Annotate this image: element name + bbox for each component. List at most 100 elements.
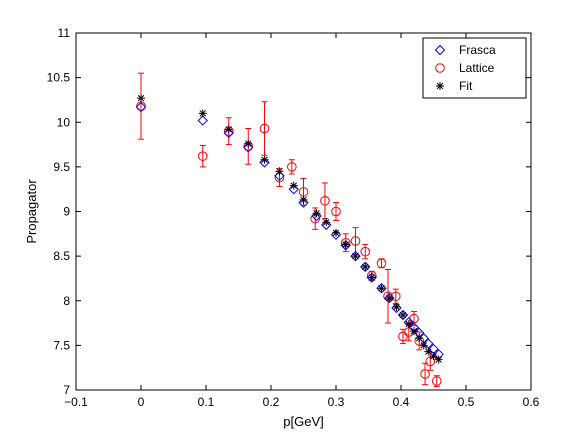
data-point-lattice xyxy=(376,258,387,269)
x-axis-label: p[GeV] xyxy=(283,414,323,429)
error-bar-lattice xyxy=(199,144,206,168)
asterisk-stroke xyxy=(290,182,298,189)
data-point-frasca xyxy=(274,170,285,182)
y-axis-label: Propagator xyxy=(24,179,39,244)
data-point-frasca xyxy=(223,127,234,139)
data-point-fit xyxy=(424,347,433,356)
data-point-fit xyxy=(434,355,443,364)
asterisk-stroke xyxy=(378,285,385,292)
x-tick-label: 0.3 xyxy=(328,395,345,409)
data-point-lattice xyxy=(331,206,341,217)
data-point-lattice xyxy=(320,195,330,206)
data-point-lattice xyxy=(420,369,430,379)
asterisk-stroke xyxy=(368,274,376,281)
series-fit xyxy=(137,94,443,364)
data-point-fit xyxy=(312,209,321,218)
asterisk-stroke xyxy=(393,303,400,311)
asterisk-stroke xyxy=(225,126,233,133)
y-tick-label: 10 xyxy=(57,115,71,129)
data-point-frasca xyxy=(340,240,351,251)
asterisk-stroke xyxy=(332,229,340,237)
legend-entry-lattice: Lattice xyxy=(435,61,495,75)
data-point-frasca xyxy=(397,309,409,321)
error-bar-lattice xyxy=(422,362,429,386)
legend-marker-lattice xyxy=(435,63,445,73)
legend-marker-frasca xyxy=(434,44,446,56)
data-point-fit xyxy=(322,218,331,227)
asterisk-stroke xyxy=(352,252,359,260)
legend-marker-symbol xyxy=(436,82,444,90)
data-point-frasca xyxy=(366,272,377,283)
data-point-fit xyxy=(361,262,370,271)
data-point-frasca xyxy=(321,219,332,231)
x-tick-label: 0.4 xyxy=(393,395,410,409)
data-point-frasca xyxy=(376,283,387,294)
plot-area xyxy=(135,72,444,387)
asterisk-stroke xyxy=(405,320,413,328)
data-point-fit xyxy=(351,252,360,261)
data-point-frasca xyxy=(288,183,299,195)
asterisk-stroke xyxy=(420,342,428,349)
asterisk-stroke xyxy=(137,94,145,102)
y-tick-label: 7 xyxy=(63,383,70,397)
legend-marker-symbol xyxy=(434,44,446,56)
x-tick-label: 0 xyxy=(138,395,145,409)
asterisk-stroke xyxy=(430,352,437,360)
data-point-frasca xyxy=(384,292,395,304)
legend: Frasca Lattice Fit xyxy=(422,37,527,99)
x-tick-label: 0.5 xyxy=(458,395,475,409)
data-point-frasca xyxy=(311,210,322,222)
data-point-lattice xyxy=(287,162,297,172)
asterisk-stroke xyxy=(415,334,423,342)
y-tick-label: 11 xyxy=(58,26,71,40)
y-tick-label: 7.5 xyxy=(53,338,70,352)
data-point-fit xyxy=(275,167,284,176)
data-point-fit xyxy=(289,181,298,190)
asterisk-stroke xyxy=(276,168,283,175)
asterisk-stroke xyxy=(261,156,268,163)
asterisk-stroke xyxy=(386,294,393,302)
data-point-frasca xyxy=(298,197,309,208)
data-point-fit xyxy=(137,94,145,103)
error-bar-lattice xyxy=(261,101,268,156)
asterisk-stroke xyxy=(399,311,407,319)
data-point-fit xyxy=(385,294,394,303)
error-bar-lattice xyxy=(138,72,144,140)
data-point-fit xyxy=(260,155,269,164)
data-point-fit xyxy=(392,302,401,311)
error-bar-lattice xyxy=(333,202,339,221)
x-tick-label: 0.2 xyxy=(263,395,280,409)
legend-label-fit: Fit xyxy=(459,79,473,93)
data-point-fit xyxy=(332,228,340,237)
asterisk-stroke xyxy=(361,263,369,271)
data-point-lattice xyxy=(350,236,361,246)
data-point-frasca xyxy=(391,302,402,314)
data-point-frasca xyxy=(350,250,361,262)
legend-label-frasca: Frasca xyxy=(459,43,496,57)
data-point-fit xyxy=(244,139,253,148)
asterisk-stroke xyxy=(342,241,350,248)
data-point-lattice xyxy=(259,123,270,134)
data-point-lattice xyxy=(360,246,371,257)
asterisk-stroke xyxy=(436,82,444,90)
data-point-frasca xyxy=(135,101,147,113)
y-tick-labels: 7 7.5 8 8.5 9 9.5 10 10.5 11 xyxy=(47,26,71,397)
data-point-lattice xyxy=(197,151,208,161)
data-point-fit xyxy=(429,352,438,361)
y-tick-label: 9 xyxy=(63,205,70,219)
legend-entry-frasca: Frasca xyxy=(434,43,496,57)
data-point-fit xyxy=(404,319,413,328)
asterisk-stroke xyxy=(313,210,320,217)
data-point-fit xyxy=(419,341,428,350)
data-point-fit xyxy=(410,327,418,336)
data-point-frasca xyxy=(360,261,371,273)
x-tick-label: 0.6 xyxy=(523,395,540,409)
y-tick-label: 8 xyxy=(63,294,70,308)
y-tick-label: 10.5 xyxy=(47,71,71,85)
data-point-fit xyxy=(341,240,350,249)
data-point-lattice xyxy=(425,356,436,367)
y-tick-label: 9.5 xyxy=(53,160,70,174)
data-point-frasca xyxy=(259,157,270,168)
asterisk-stroke xyxy=(244,140,252,147)
